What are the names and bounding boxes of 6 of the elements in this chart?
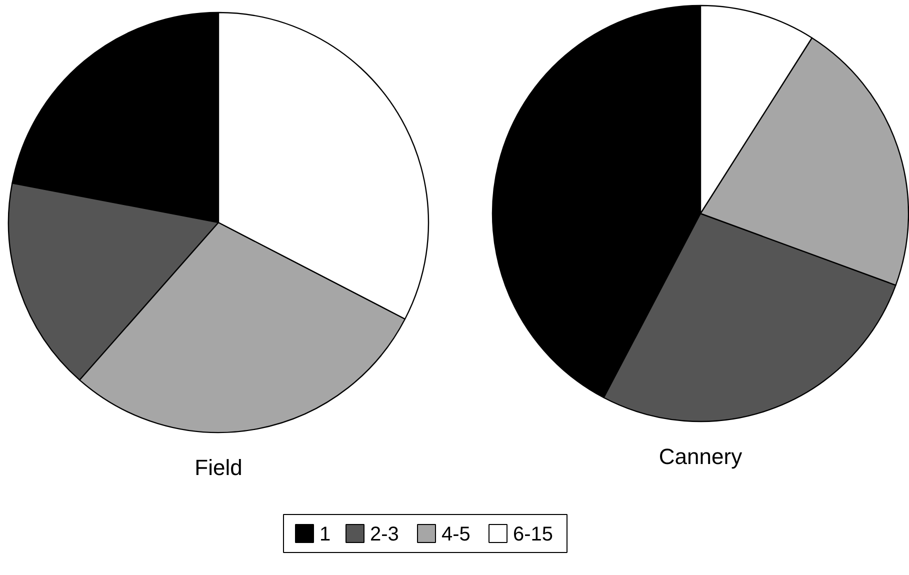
legend-label: 4-5 — [442, 524, 470, 546]
text: Cannery — [658, 444, 742, 469]
legend-label: 2-3 — [370, 524, 399, 546]
text: Field — [194, 455, 242, 480]
legend-label: 6-15 — [513, 524, 554, 546]
legend-label: 1 — [320, 524, 331, 546]
